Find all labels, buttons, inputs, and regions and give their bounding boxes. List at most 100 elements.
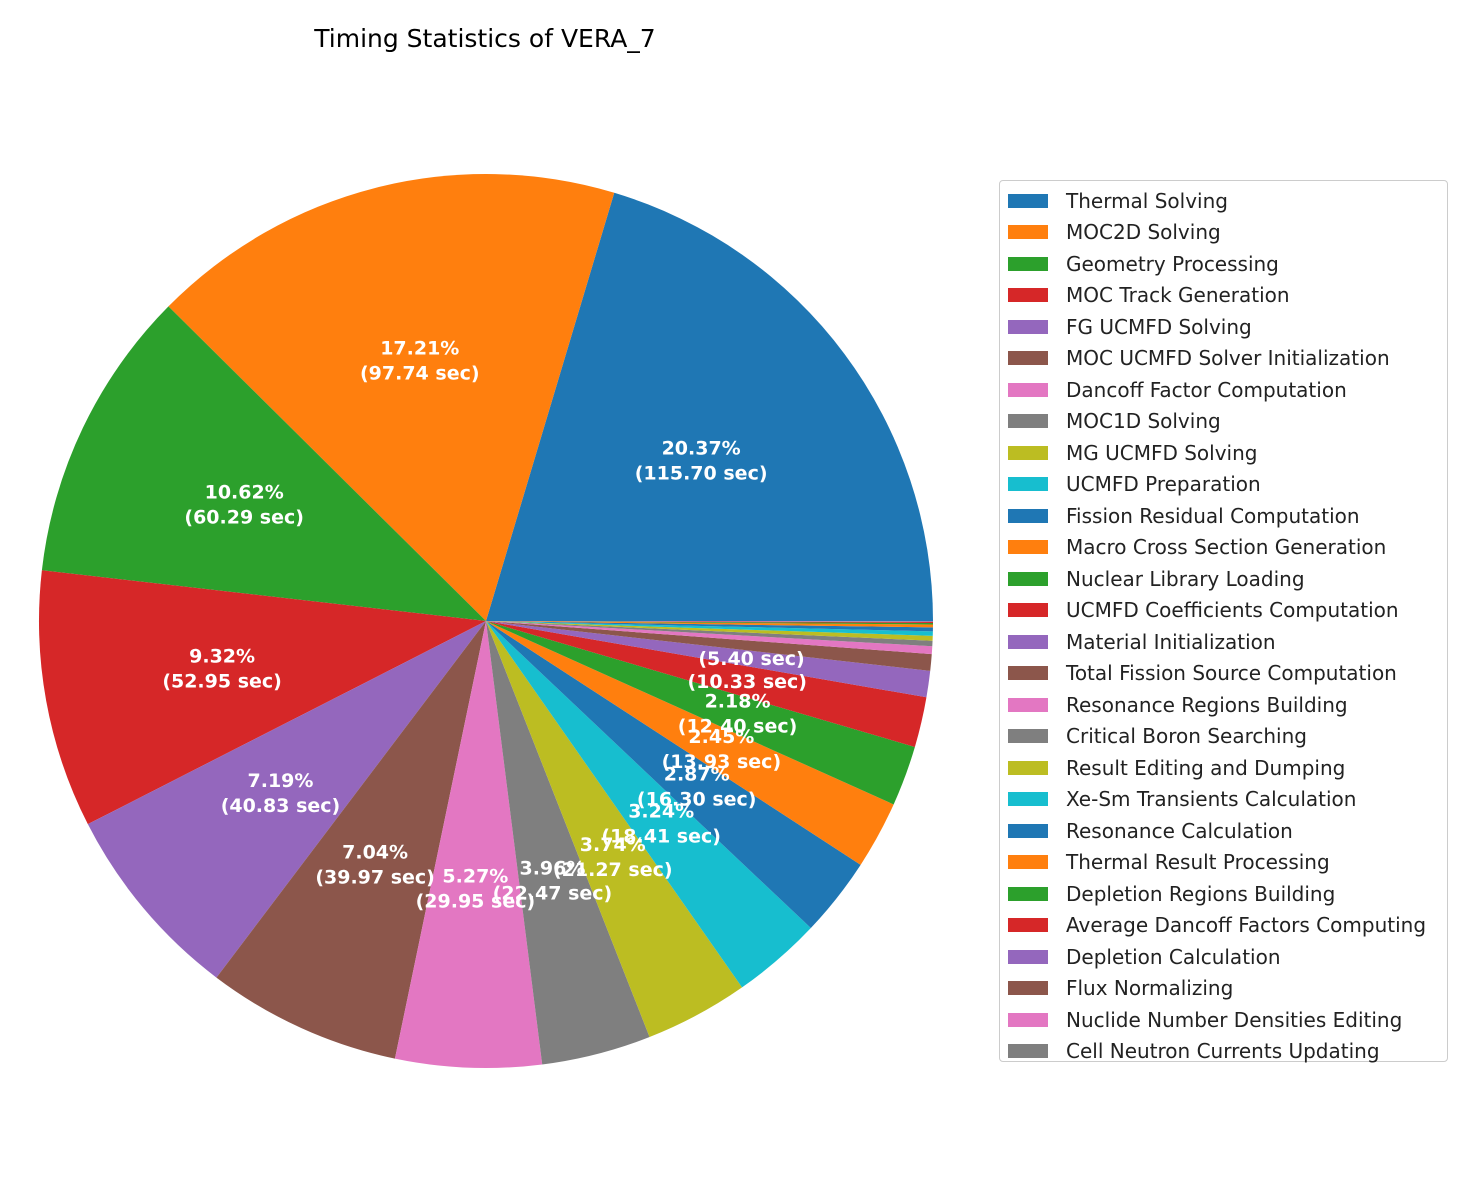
legend-swatch [1008, 697, 1048, 712]
legend-swatch [1008, 886, 1048, 901]
legend-swatch [1008, 193, 1048, 208]
legend-label: MOC UCMFD Solver Initialization [1066, 346, 1390, 371]
legend-label: Fission Residual Computation [1066, 503, 1360, 528]
legend-swatch [1008, 288, 1048, 303]
legend-item: Geometry Processing [1008, 248, 1447, 280]
legend-swatch [1008, 414, 1048, 429]
legend-label: Average Dancoff Factors Computing [1066, 913, 1427, 938]
legend-label: Geometry Processing [1066, 251, 1279, 276]
legend: Thermal Solving MOC2D Solving Geometry Pro… [999, 180, 1448, 1063]
legend-swatch [1008, 445, 1048, 460]
legend-item: Thermal Result Processing [1008, 847, 1447, 879]
legend-label: Xe-Sm Transients Calculation [1066, 787, 1357, 812]
pie-slice [486, 621, 933, 636]
legend-label: Flux Normalizing [1066, 976, 1234, 1001]
legend-label: Resonance Calculation [1066, 818, 1293, 843]
legend-item: MOC Track Generation [1008, 280, 1447, 312]
legend-label: MOC1D Solving [1066, 409, 1221, 434]
legend-swatch [1008, 760, 1048, 775]
legend-swatch [1008, 666, 1048, 681]
legend-item: MOC2D Solving [1008, 217, 1447, 249]
legend-label: UCMFD Coefficients Computation [1066, 598, 1399, 623]
legend-item: Depletion Calculation [1008, 941, 1447, 973]
legend-item: Material Initialization [1008, 626, 1447, 658]
pie-slice [486, 621, 933, 655]
legend-swatch [1008, 949, 1048, 964]
legend-item: Macro Cross Section Generation [1008, 532, 1447, 564]
legend-swatch [1008, 1044, 1048, 1059]
legend-item: Resonance Regions Building [1008, 689, 1447, 721]
legend-item: Critical Boron Searching [1008, 721, 1447, 753]
pie-slice [39, 570, 486, 825]
pie-slice [486, 621, 811, 988]
slice-label: 2.87% (16.30 sec) [637, 763, 757, 810]
legend-item: Dancoff Factor Computation [1008, 374, 1447, 406]
legend-swatch [1008, 319, 1048, 334]
legend-label: Total Fission Source Computation [1066, 661, 1397, 686]
pie-chart: 20.37% (115.70 sec) 17.21% (97.74 sec) 10.62… [39, 173, 933, 1068]
legend-label: Material Initialization [1066, 629, 1276, 654]
pie-slice [486, 621, 927, 747]
pie-slice [486, 621, 932, 671]
slice-label: 3.74% (21.27 sec) [553, 834, 673, 881]
legend-item: Average Dancoff Factors Computing [1008, 910, 1447, 942]
legend-swatch [1008, 351, 1048, 366]
pie-slice [486, 621, 933, 641]
pie-slice [486, 621, 933, 622]
pie-slice [41, 306, 487, 621]
legend-item: Thermal Solving [1008, 185, 1447, 217]
legend-label: MOC2D Solving [1066, 220, 1221, 245]
slice-label: 7.19% (40.83 sec) [221, 770, 341, 817]
slice-label: 20.37% (115.70 sec) [635, 437, 768, 484]
pie-slices [39, 173, 933, 1068]
pie-labels: 20.37% (115.70 sec) 17.21% (97.74 sec) 10.62… [162, 338, 807, 913]
legend-label: MOC Track Generation [1066, 283, 1290, 308]
slice-label: 2.18% (12.40 sec) [678, 691, 798, 738]
slice-label: (10.33 sec) [687, 671, 807, 693]
pie-slice [216, 621, 486, 1059]
legend-item: Nuclear Library Loading [1008, 563, 1447, 595]
legend-label: Macro Cross Section Generation [1066, 535, 1387, 560]
slice-label: 9.32% (52.95 sec) [162, 645, 282, 692]
legend-label: Thermal Solving [1066, 188, 1228, 213]
legend-swatch [1008, 571, 1048, 586]
legend-item: Xe-Sm Transients Calculation [1008, 784, 1447, 816]
legend-swatch [1008, 1012, 1048, 1027]
legend-swatch [1008, 981, 1048, 996]
slice-label: 3.96% (22.47 sec) [493, 857, 613, 904]
pie-slice [486, 621, 861, 929]
legend-swatch [1008, 603, 1048, 618]
legend-swatch [1008, 508, 1048, 523]
legend-label: Critical Boron Searching [1066, 724, 1307, 749]
pie-slice [486, 621, 933, 647]
legend-item: MG UCMFD Solving [1008, 437, 1447, 469]
legend-swatch [1008, 382, 1048, 397]
legend-item: Nuclide Number Densities Editing [1008, 1004, 1447, 1036]
legend-label: Nuclear Library Loading [1066, 566, 1305, 591]
legend-label: UCMFD Preparation [1066, 472, 1261, 497]
slice-label: 7.04% (39.97 sec) [315, 842, 435, 889]
pie-slice [168, 173, 615, 621]
legend-label: FG UCMFD Solving [1066, 314, 1252, 339]
legend-item: Total Fission Source Computation [1008, 658, 1447, 690]
legend-label: Resonance Regions Building [1066, 692, 1348, 717]
slice-label: 2.45% (13.93 sec) [662, 726, 782, 773]
legend-swatch [1008, 256, 1048, 271]
chart-title: Timing Statistics of VERA_7 [314, 24, 656, 53]
legend-item: Depletion Regions Building [1008, 878, 1447, 910]
pie-slice [486, 621, 933, 625]
pie-slice [486, 621, 743, 1037]
legend-swatch [1008, 792, 1048, 807]
slice-label: 10.62% (60.29 sec) [184, 482, 304, 529]
pie-slice [486, 621, 894, 865]
pie-slice [486, 621, 933, 628]
legend-item: FG UCMFD Solving [1008, 311, 1447, 343]
legend-label: Depletion Regions Building [1066, 881, 1336, 906]
legend-label: MG UCMFD Solving [1066, 440, 1258, 465]
legend-item: MOC1D Solving [1008, 406, 1447, 438]
slice-label: (5.40 sec) [698, 648, 804, 670]
legend-swatch [1008, 634, 1048, 649]
pie-slice [394, 621, 543, 1068]
pie-slice [87, 621, 486, 978]
legend-item: Fission Residual Computation [1008, 500, 1447, 532]
